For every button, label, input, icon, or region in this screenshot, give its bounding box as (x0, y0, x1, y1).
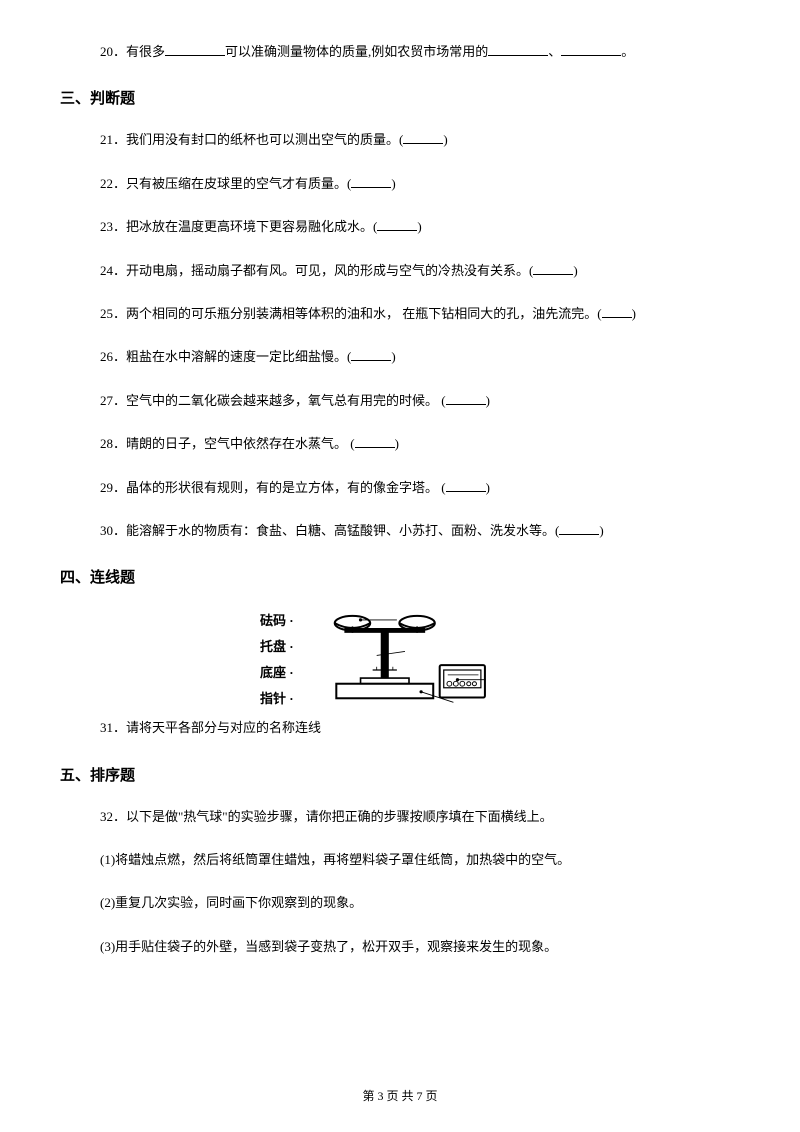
matching-labels: 砝码 · 托盘 · 底座 · 指针 · (260, 608, 294, 712)
tf-blank[interactable] (533, 261, 573, 275)
section-3-heading: 三、判断题 (60, 87, 740, 108)
q29-end: ) (486, 480, 490, 495)
question-29: 29．晶体的形状很有规则，有的是立方体，有的像金字塔。 () (60, 476, 740, 499)
q24-end: ) (573, 263, 577, 278)
match-label-base: 底座 · (260, 660, 294, 686)
q20-prefix: 20．有很多 (100, 44, 165, 59)
q20-mid1: 可以准确测量物体的质量,例如农贸市场常用的 (225, 44, 488, 59)
match-label-pointer: 指针 · (260, 686, 294, 712)
section-5-heading: 五、排序题 (60, 764, 740, 785)
question-20: 20．有很多 可以准确测量物体的质量,例如农贸市场常用的 、 。 (60, 40, 740, 63)
question-31: 31．请将天平各部分与对应的名称连线 (60, 716, 740, 739)
tf-blank[interactable] (351, 174, 391, 188)
footer-part3: 页 (423, 1089, 438, 1103)
q30-end: ) (599, 523, 603, 538)
q29-text: 29．晶体的形状很有规则，有的是立方体，有的像金字塔。 ( (100, 480, 446, 495)
q25-end: ) (632, 306, 636, 321)
q20-end: 。 (621, 44, 634, 59)
tf-blank[interactable] (355, 434, 395, 448)
match-label-weight: 砝码 · (260, 608, 294, 634)
balance-scale-diagram (324, 607, 494, 712)
footer-part2: 页 共 (383, 1089, 416, 1103)
matching-area: 砝码 · 托盘 · 底座 · 指针 · (60, 607, 740, 712)
question-22: 22．只有被压缩在皮球里的空气才有质量。() (60, 172, 740, 195)
match-label-pan: 托盘 · (260, 634, 294, 660)
footer-part1: 第 (362, 1089, 377, 1103)
q22-text: 22．只有被压缩在皮球里的空气才有质量。( (100, 176, 351, 191)
q26-end: ) (391, 349, 395, 364)
tf-blank[interactable] (446, 391, 486, 405)
q28-text: 28．晴朗的日子，空气中依然存在水蒸气。 ( (100, 436, 355, 451)
q21-end: ) (443, 132, 447, 147)
q28-end: ) (395, 436, 399, 451)
q25-text: 25．两个相同的可乐瓶分别装满相等体积的油和水， 在瓶下钻相同大的孔，油先流完。… (100, 306, 602, 321)
question-23: 23．把冰放在温度更高环境下更容易融化成水。() (60, 215, 740, 238)
page-footer: 第 3 页 共 7 页 (0, 1087, 800, 1104)
blank-fill[interactable] (488, 40, 548, 56)
tf-blank[interactable] (602, 304, 632, 318)
tf-blank[interactable] (403, 130, 443, 144)
section-4-heading: 四、连线题 (60, 566, 740, 587)
question-32-stem: 32．以下是做"热气球"的实验步骤，请你把正确的步骤按顺序填在下面横线上。 (60, 805, 740, 828)
q22-end: ) (391, 176, 395, 191)
question-28: 28．晴朗的日子，空气中依然存在水蒸气。 () (60, 432, 740, 455)
question-27: 27．空气中的二氧化碳会越来越多，氧气总有用完的时候。 () (60, 389, 740, 412)
q23-end: ) (417, 219, 421, 234)
q23-text: 23．把冰放在温度更高环境下更容易融化成水。( (100, 219, 377, 234)
q27-end: ) (486, 393, 490, 408)
q26-text: 26．粗盐在水中溶解的速度一定比细盐慢。( (100, 349, 351, 364)
q20-sep: 、 (548, 44, 561, 59)
q21-text: 21．我们用没有封口的纸杯也可以测出空气的质量。( (100, 132, 403, 147)
q30-text: 30．能溶解于水的物质有：食盐、白糖、高锰酸钾、小苏打、面粉、洗发水等。( (100, 523, 559, 538)
tf-blank[interactable] (559, 521, 599, 535)
question-32-step3: (3)用手贴住袋子的外壁，当感到袋子变热了，松开双手，观察接来发生的现象。 (60, 935, 740, 958)
question-26: 26．粗盐在水中溶解的速度一定比细盐慢。() (60, 345, 740, 368)
tf-blank[interactable] (351, 347, 391, 361)
question-32-step1: (1)将蜡烛点燃，然后将纸筒罩住蜡烛，再将塑料袋子罩住纸筒，加热袋中的空气。 (60, 848, 740, 871)
question-24: 24．开动电扇，摇动扇子都有风。可见，风的形成与空气的冷热没有关系。() (60, 259, 740, 282)
tf-blank[interactable] (446, 478, 486, 492)
q27-text: 27．空气中的二氧化碳会越来越多，氧气总有用完的时候。 ( (100, 393, 446, 408)
tf-blank[interactable] (377, 217, 417, 231)
question-21: 21．我们用没有封口的纸杯也可以测出空气的质量。() (60, 128, 740, 151)
blank-fill[interactable] (165, 40, 225, 56)
question-25: 25．两个相同的可乐瓶分别装满相等体积的油和水， 在瓶下钻相同大的孔，油先流完。… (60, 302, 740, 325)
question-32-step2: (2)重复几次实验，同时画下你观察到的现象。 (60, 891, 740, 914)
blank-fill[interactable] (561, 40, 621, 56)
question-30: 30．能溶解于水的物质有：食盐、白糖、高锰酸钾、小苏打、面粉、洗发水等。() (60, 519, 740, 542)
q24-text: 24．开动电扇，摇动扇子都有风。可见，风的形成与空气的冷热没有关系。( (100, 263, 533, 278)
